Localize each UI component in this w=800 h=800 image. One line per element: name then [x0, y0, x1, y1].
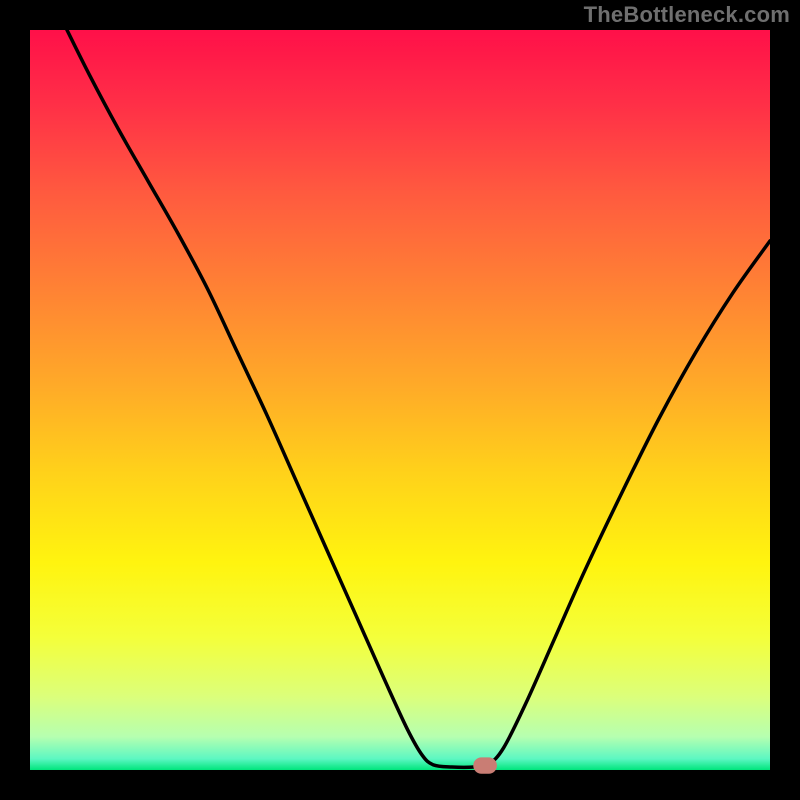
bottleneck-curve-plot [0, 0, 800, 800]
bottleneck-chart-frame: TheBottleneck.com [0, 0, 800, 800]
optimum-marker [473, 757, 497, 773]
plot-background [30, 30, 770, 770]
